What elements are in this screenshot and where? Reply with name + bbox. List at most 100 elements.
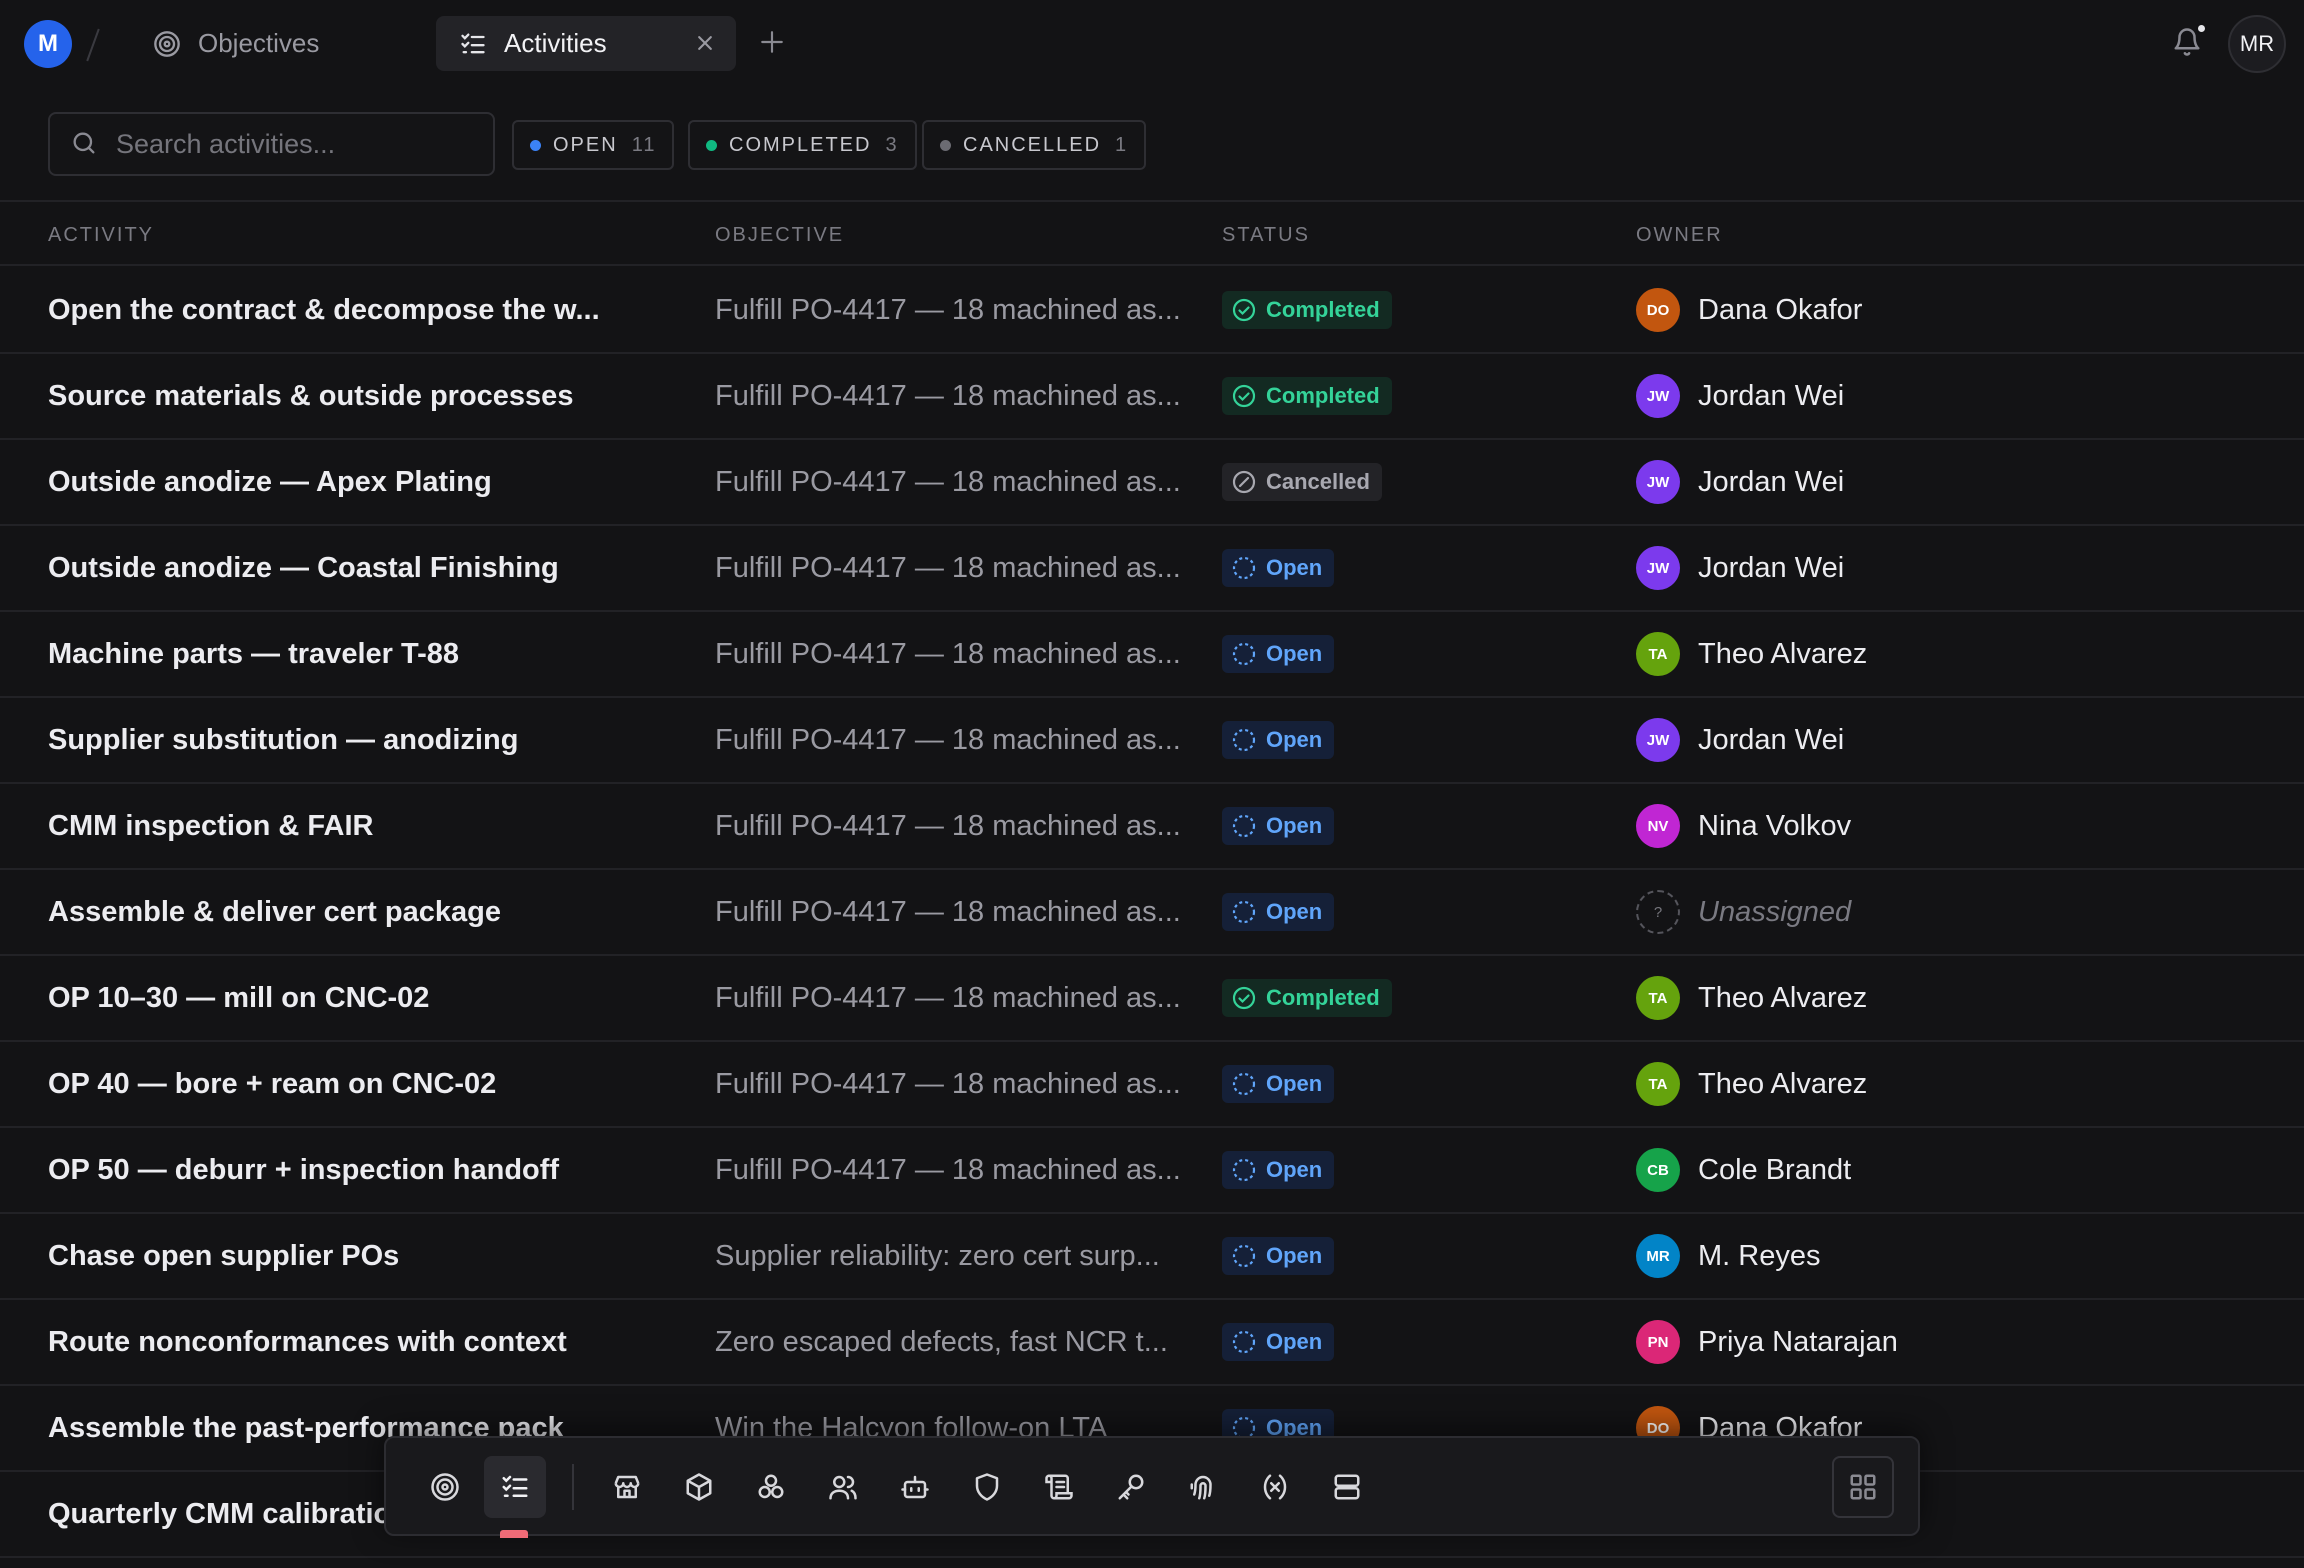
add-tab-button[interactable]	[756, 26, 788, 58]
owner-cell[interactable]: JW Jordan Wei	[1636, 354, 2236, 438]
owner-cell[interactable]: JW Jordan Wei	[1636, 440, 2236, 524]
objective-name[interactable]: Fulfill PO-4417 — 18 machined as...	[715, 551, 1181, 584]
owner-cell[interactable]: NV Nina Volkov	[1636, 784, 2236, 868]
status-badge[interactable]: Open	[1222, 1237, 1335, 1275]
status-badge[interactable]: Open	[1222, 721, 1335, 759]
column-header-status[interactable]: STATUS	[1222, 224, 1310, 246]
dock-apps-button[interactable]	[1832, 1456, 1894, 1518]
dock-objectives-button[interactable]	[414, 1456, 476, 1518]
dock-cluster-button[interactable]	[740, 1456, 802, 1518]
search-box[interactable]	[48, 112, 495, 176]
table-row[interactable]: Outside anodize — Coastal Finishing Fulfi…	[0, 526, 2304, 612]
owner-cell[interactable]: JW Jordan Wei	[1636, 698, 2236, 782]
table-row[interactable]: Outside anodize — Apex Plating Fulfill PO…	[0, 440, 2304, 526]
server-icon	[1332, 1472, 1362, 1502]
owner-cell[interactable]: CB Cole Brandt	[1636, 1128, 2236, 1212]
dock-store-button[interactable]	[596, 1456, 658, 1518]
owner-cell[interactable]: ? Unassigned	[1636, 870, 2236, 954]
table-row[interactable]: OP 40 — bore + ream on CNC-02 Fulfill PO-…	[0, 1042, 2304, 1128]
dock-scroll-button[interactable]	[1028, 1456, 1090, 1518]
activity-name[interactable]: Chase open supplier POs	[48, 1239, 400, 1272]
status-cell: Completed	[1222, 956, 1522, 1040]
search-input[interactable]	[116, 128, 446, 160]
dock-fingerprint-button[interactable]	[1172, 1456, 1234, 1518]
activity-name[interactable]: Assemble & deliver cert package	[48, 895, 501, 928]
table-row[interactable]: Chase open supplier POs Supplier reliabil…	[0, 1214, 2304, 1300]
activity-name[interactable]: Route nonconformances with context	[48, 1325, 567, 1358]
status-badge[interactable]: Completed	[1222, 979, 1392, 1017]
dock-key-button[interactable]	[1100, 1456, 1162, 1518]
table-row[interactable]: Machine parts — traveler T-88 Fulfill PO-…	[0, 612, 2304, 698]
owner-cell[interactable]: JW Jordan Wei	[1636, 526, 2236, 610]
owner-cell[interactable]: PN Priya Natarajan	[1636, 1300, 2236, 1384]
tab-objectives[interactable]: Objectives	[140, 16, 430, 71]
objective-name[interactable]: Supplier reliability: zero cert surp...	[715, 1239, 1160, 1272]
activity-name[interactable]: CMM inspection & FAIR	[48, 809, 374, 842]
dock-box-button[interactable]	[668, 1456, 730, 1518]
dock-users-button[interactable]	[812, 1456, 874, 1518]
user-avatar[interactable]: MR	[2228, 15, 2286, 73]
owner-cell[interactable]: TA Theo Alvarez	[1636, 956, 2236, 1040]
owner-cell[interactable]: MR M. Reyes	[1636, 1214, 2236, 1298]
activity-name[interactable]: OP 10–30 — mill on CNC-02	[48, 981, 430, 1014]
close-icon[interactable]	[692, 30, 718, 56]
dock-shield-button[interactable]	[956, 1456, 1018, 1518]
status-badge[interactable]: Open	[1222, 635, 1335, 673]
table-row[interactable]: OP 10–30 — mill on CNC-02 Fulfill PO-4417…	[0, 956, 2304, 1042]
active-indicator	[500, 1530, 528, 1538]
activity-name[interactable]: Outside anodize — Coastal Finishing	[48, 551, 559, 584]
activity-name[interactable]: Open the contract & decompose the w...	[48, 293, 600, 326]
objective-name[interactable]: Fulfill PO-4417 — 18 machined as...	[715, 809, 1181, 842]
objective-name[interactable]: Fulfill PO-4417 — 18 machined as...	[715, 465, 1181, 498]
table-row[interactable]: Supplier substitution — anodizing Fulfill…	[0, 698, 2304, 784]
activity-name[interactable]: Machine parts — traveler T-88	[48, 637, 459, 670]
bell-icon[interactable]	[2172, 26, 2204, 60]
filter-chip-open[interactable]: OPEN 11	[512, 120, 675, 170]
table-row[interactable]: Assemble & deliver cert package Fulfill P…	[0, 870, 2304, 956]
column-header-objective[interactable]: OBJECTIVE	[715, 224, 845, 246]
status-cell: Open	[1222, 1128, 1522, 1212]
dock-bot-button[interactable]	[884, 1456, 946, 1518]
objective-name[interactable]: Fulfill PO-4417 — 18 machined as...	[715, 637, 1181, 670]
owner-cell[interactable]: TA Theo Alvarez	[1636, 1042, 2236, 1126]
filter-chip-completed[interactable]: COMPLETED 3	[688, 120, 917, 170]
column-header-owner[interactable]: OWNER	[1636, 224, 1723, 246]
dock-server-button[interactable]	[1316, 1456, 1378, 1518]
activity-name[interactable]: OP 40 — bore + ream on CNC-02	[48, 1067, 497, 1100]
filter-chip-cancelled[interactable]: CANCELLED 1	[922, 120, 1147, 170]
activity-name[interactable]: Quarterly CMM calibration	[48, 1497, 409, 1530]
objective-name[interactable]: Fulfill PO-4417 — 18 machined as...	[715, 293, 1181, 326]
column-header-activity[interactable]: ACTIVITY	[48, 224, 155, 246]
status-badge[interactable]: Open	[1222, 1151, 1335, 1189]
owner-cell[interactable]: TA Theo Alvarez	[1636, 612, 2236, 696]
activity-name[interactable]: OP 50 — deburr + inspection handoff	[48, 1153, 560, 1186]
objective-name[interactable]: Zero escaped defects, fast NCR t...	[715, 1325, 1168, 1358]
dock-activities-button[interactable]	[484, 1456, 546, 1518]
objective-name[interactable]: Fulfill PO-4417 — 18 machined as...	[715, 1153, 1181, 1186]
dock-variable-button[interactable]	[1244, 1456, 1306, 1518]
objective-name[interactable]: Fulfill PO-4417 — 18 machined as...	[715, 981, 1181, 1014]
status-badge[interactable]: Open	[1222, 1065, 1335, 1103]
activity-name[interactable]: Outside anodize — Apex Plating	[48, 465, 492, 498]
table-row[interactable]: Open the contract & decompose the w... Fu…	[0, 268, 2304, 354]
activity-name[interactable]: Source materials & outside processes	[48, 379, 574, 412]
table-row[interactable]: Route nonconformances with context Zero e…	[0, 1300, 2304, 1386]
activity-name[interactable]: Supplier substitution — anodizing	[48, 723, 519, 756]
objective-name[interactable]: Fulfill PO-4417 — 18 machined as...	[715, 723, 1181, 756]
objective-name[interactable]: Fulfill PO-4417 — 18 machined as...	[715, 379, 1181, 412]
objective-name[interactable]: Fulfill PO-4417 — 18 machined as...	[715, 1067, 1181, 1100]
status-badge[interactable]: Completed	[1222, 377, 1392, 415]
status-badge[interactable]: Open	[1222, 807, 1335, 845]
owner-cell[interactable]: DO Dana Okafor	[1636, 268, 2236, 352]
status-badge[interactable]: Completed	[1222, 291, 1392, 329]
table-row[interactable]: OP 50 — deburr + inspection handoff Fulfi…	[0, 1128, 2304, 1214]
status-badge[interactable]: Open	[1222, 1323, 1335, 1361]
table-row[interactable]: Source materials & outside processes Fulf…	[0, 354, 2304, 440]
tab-activities[interactable]: Activities	[436, 16, 736, 71]
objective-name[interactable]: Fulfill PO-4417 — 18 machined as...	[715, 895, 1181, 928]
status-badge[interactable]: Open	[1222, 893, 1335, 931]
status-badge[interactable]: Cancelled	[1222, 463, 1382, 501]
workspace-avatar[interactable]: M	[24, 20, 72, 68]
status-badge[interactable]: Open	[1222, 549, 1335, 587]
table-row[interactable]: CMM inspection & FAIR Fulfill PO-4417 — 1…	[0, 784, 2304, 870]
